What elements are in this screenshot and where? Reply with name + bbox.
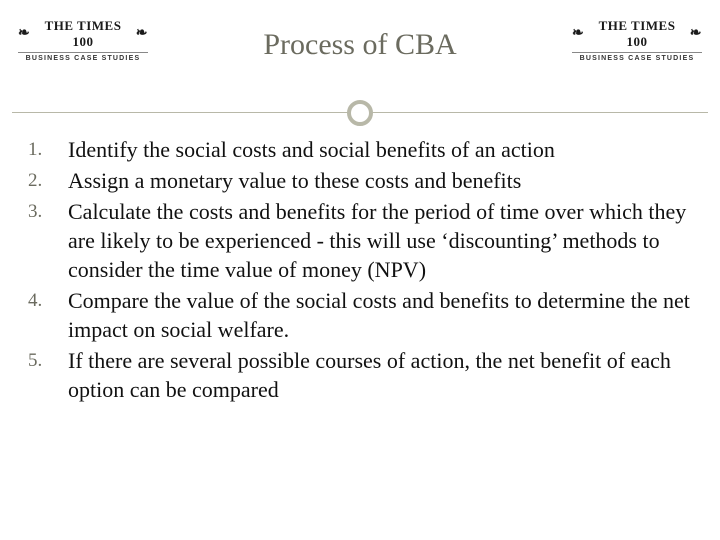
divider-circle-icon <box>347 100 373 126</box>
list-item: If there are several possible courses of… <box>68 346 696 404</box>
list-item: Identify the social costs and social ben… <box>68 135 696 164</box>
slide-content: Identify the social costs and social ben… <box>24 135 696 522</box>
slide-header: ❧ THE TIMES 100 ❧ BUSINESS CASE STUDIES … <box>0 0 720 110</box>
slide: ❧ THE TIMES 100 ❧ BUSINESS CASE STUDIES … <box>0 0 720 540</box>
list-item: Compare the value of the social costs an… <box>68 286 696 344</box>
list-item: Calculate the costs and benefits for the… <box>68 197 696 284</box>
slide-title: Process of CBA <box>0 28 720 62</box>
steps-list: Identify the social costs and social ben… <box>24 135 696 404</box>
divider <box>0 98 720 128</box>
list-item: Assign a monetary value to these costs a… <box>68 166 696 195</box>
